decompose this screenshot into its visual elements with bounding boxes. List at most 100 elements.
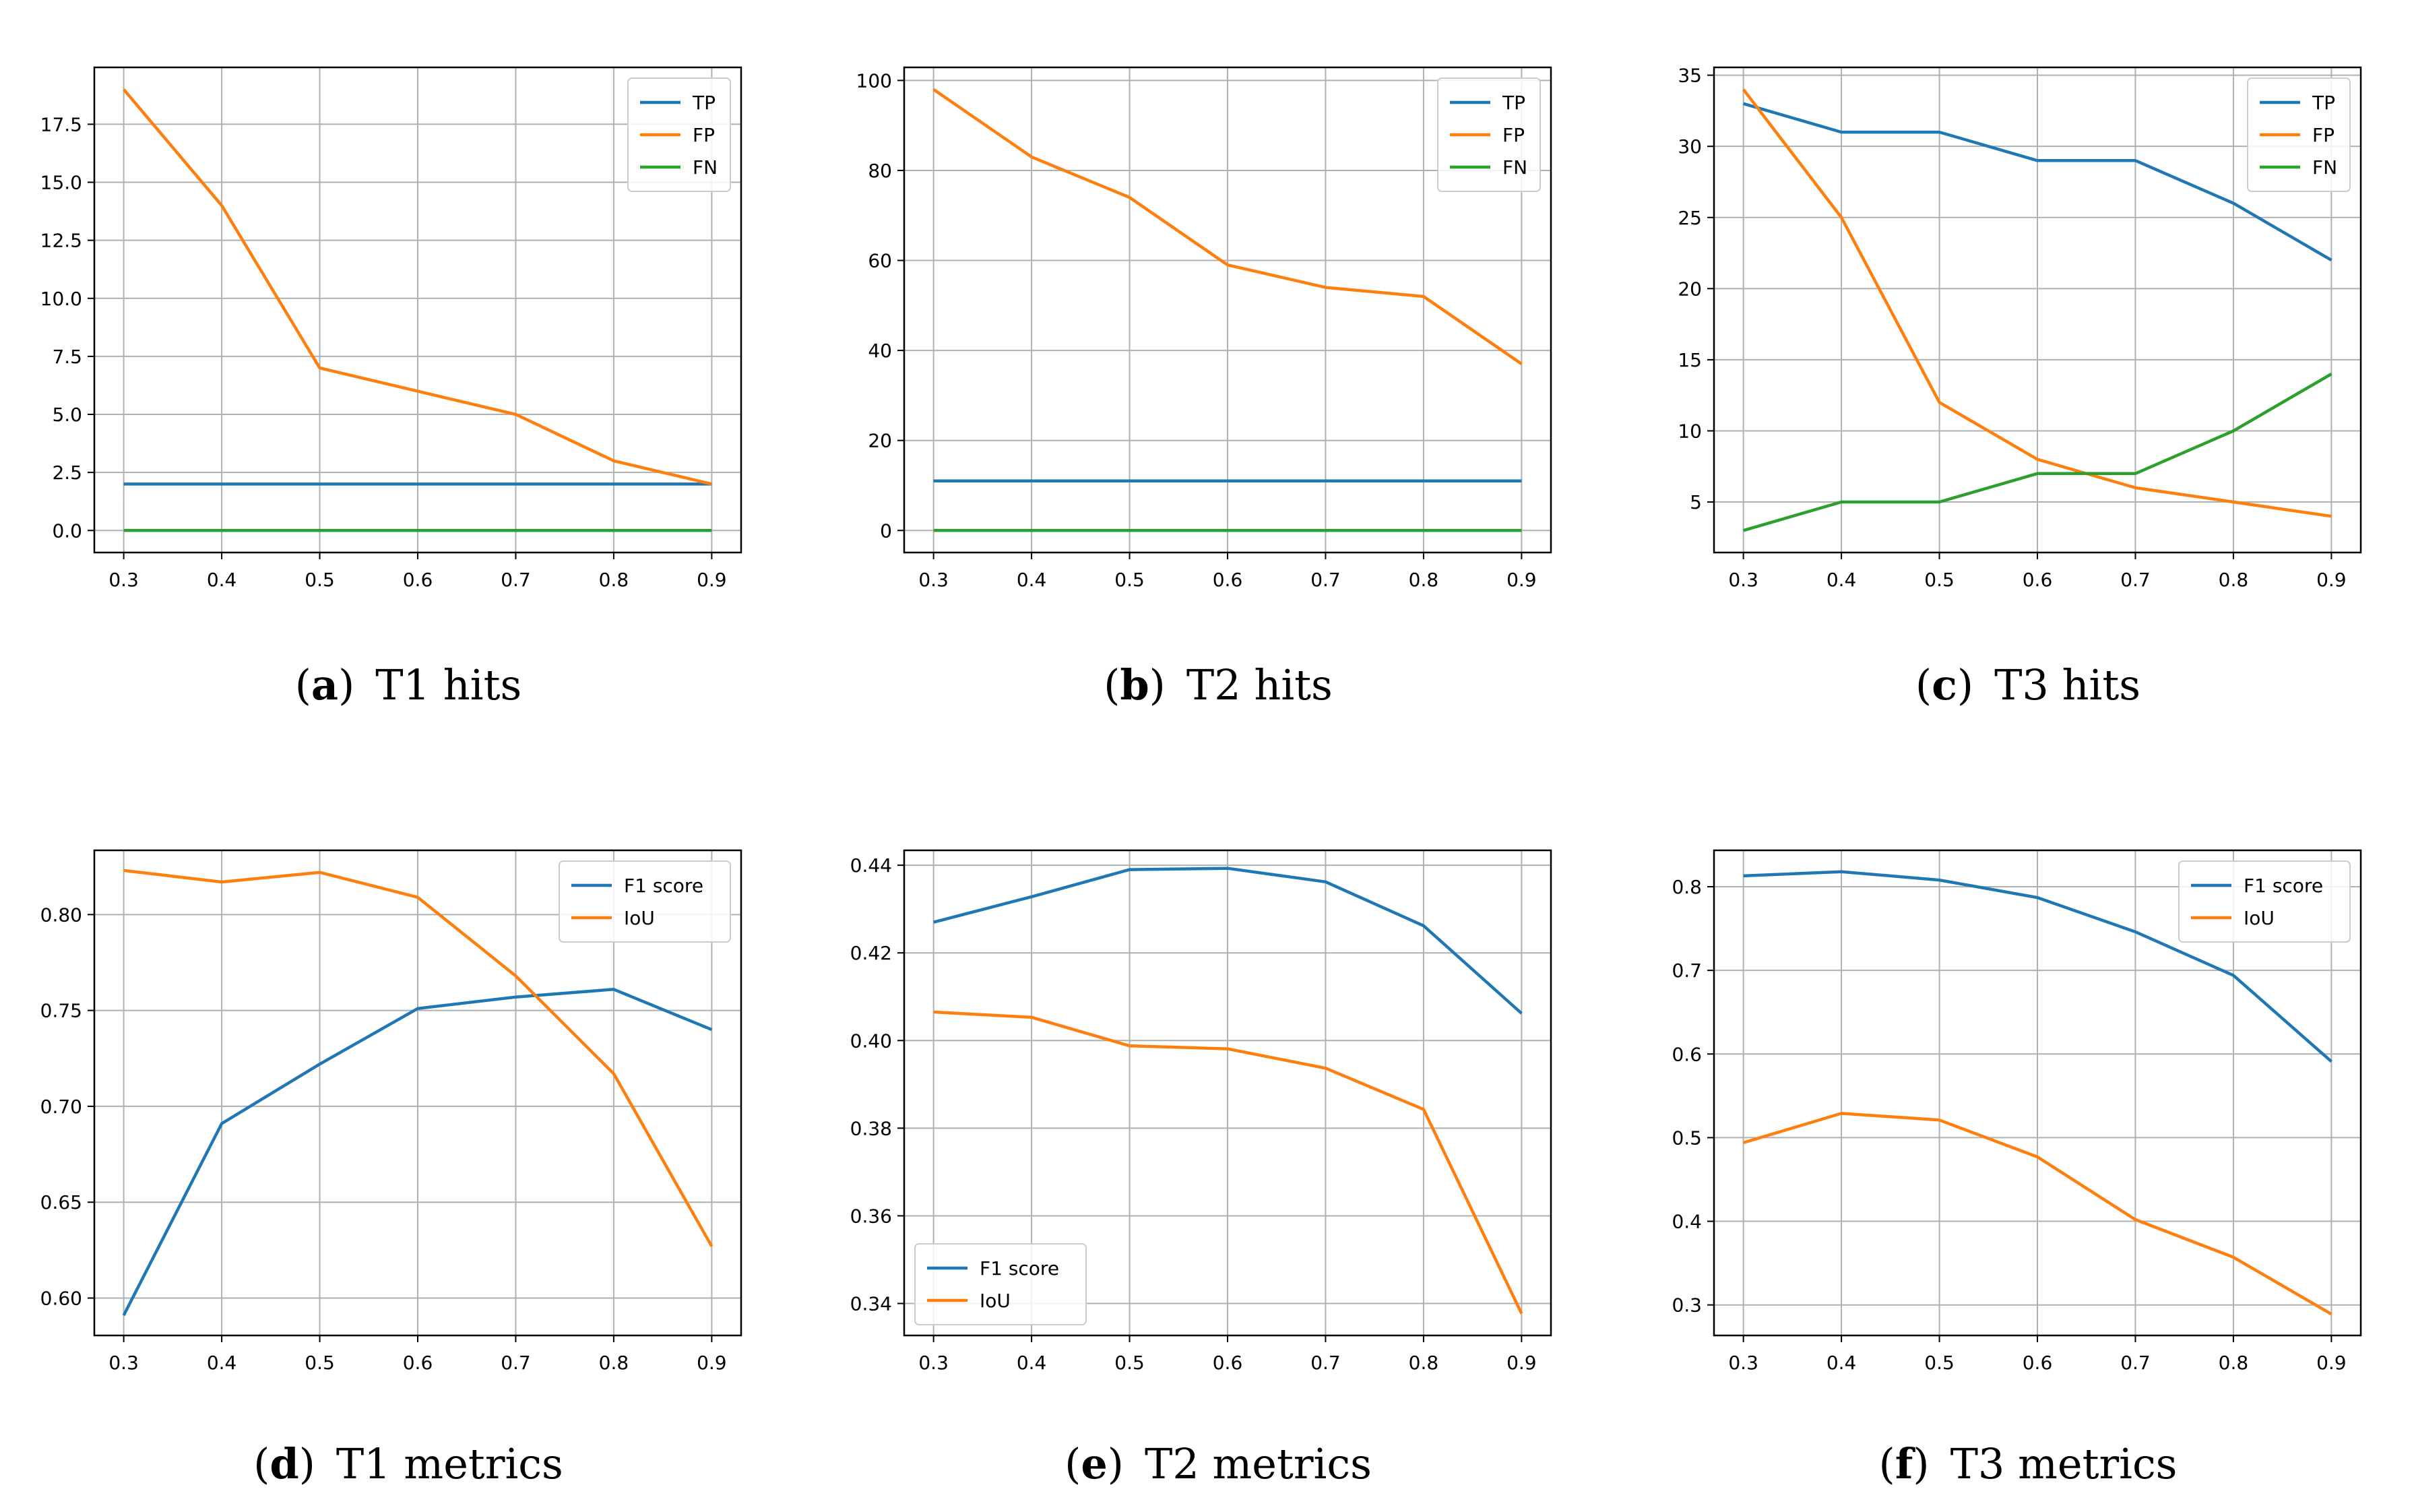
series-line-iou xyxy=(1742,1112,2332,1316)
caption-text: T3 metrics xyxy=(1950,1439,2178,1488)
y-tick-label: 0.38 xyxy=(850,1117,892,1139)
series-line-iou xyxy=(933,1010,1523,1315)
x-tick-label: 0.3 xyxy=(1728,1352,1758,1374)
x-tick-label: 0.5 xyxy=(305,1352,335,1374)
y-tick-label: 40 xyxy=(868,340,892,362)
x-tick-label: 0.4 xyxy=(1827,1352,1857,1374)
legend-label: FN xyxy=(2312,156,2337,179)
y-tick-label: 0.0 xyxy=(52,519,82,542)
y-tick-label: 0.75 xyxy=(40,1000,82,1022)
legend: F1 score IoU xyxy=(914,1243,1087,1325)
caption-text: T1 metrics xyxy=(336,1439,563,1488)
x-tick-label: 0.8 xyxy=(599,569,629,591)
x-tick-label: 0.5 xyxy=(1114,1352,1145,1374)
legend-label: TP xyxy=(692,92,716,114)
y-tick-label: 0.80 xyxy=(40,904,82,926)
y-tick-label: 10.0 xyxy=(40,288,82,310)
series-line-fp xyxy=(932,88,1523,365)
y-tick-label: 0.8 xyxy=(1672,876,1702,898)
legend-label: FN xyxy=(1502,156,1527,179)
x-tick-label: 0.3 xyxy=(108,569,139,591)
caption-a: (a) T1 hits xyxy=(294,660,522,710)
x-tick-label: 0.4 xyxy=(207,569,237,591)
legend-label: TP xyxy=(1502,92,1525,114)
chart-panel-c: 0.3 0.4 0.5 0.6 0.7 0.8 0.9 5 10 15 20 25 30 35 TP FP FN xyxy=(1678,65,2362,591)
caption-text: T2 hits xyxy=(1186,660,1333,710)
x-tick-label: 0.9 xyxy=(697,569,727,591)
x-tick-label: 0.3 xyxy=(918,569,949,591)
y-tick-label: 0.60 xyxy=(40,1288,82,1310)
legend: TP FP FN xyxy=(627,77,731,192)
series-line-f1-score xyxy=(1743,870,2332,1063)
y-tick-label: 0.36 xyxy=(850,1205,892,1227)
x-tick-label: 0.8 xyxy=(599,1352,629,1374)
x-tick-label: 0.4 xyxy=(1017,1352,1047,1374)
y-tick-label: 0.3 xyxy=(1672,1294,1702,1317)
chart-panel-b: 0.3 0.4 0.5 0.6 0.7 0.8 0.9 0 20 40 60 80 100 TP FP FN xyxy=(856,66,1552,591)
y-tick-label: 0.70 xyxy=(40,1096,82,1118)
x-tick-label: 0.5 xyxy=(1924,1352,1955,1374)
x-tick-label: 0.3 xyxy=(1728,569,1758,591)
y-tick-label: 17.5 xyxy=(40,113,82,135)
series-line-iou xyxy=(123,869,713,1247)
legend-label: IoU xyxy=(2244,907,2275,929)
x-tick-label: 0.3 xyxy=(918,1352,949,1374)
series-line-f1-score xyxy=(122,988,713,1317)
x-tick-label: 0.7 xyxy=(2120,569,2151,591)
x-tick-label: 0.7 xyxy=(501,1352,531,1374)
legend-label: TP xyxy=(2312,92,2335,114)
x-tick-label: 0.8 xyxy=(2219,1352,2249,1374)
series-line-fp xyxy=(1742,88,2332,518)
legend-label: FP xyxy=(693,124,715,146)
caption-letter: b xyxy=(1120,660,1149,710)
legend-label: IoU xyxy=(980,1290,1011,1312)
x-tick-label: 0.7 xyxy=(2120,1352,2151,1374)
x-tick-label: 0.5 xyxy=(1924,569,1955,591)
y-tick-label: 0.40 xyxy=(850,1030,892,1052)
caption-letter: e xyxy=(1081,1439,1108,1488)
caption-text: T3 hits xyxy=(1994,660,2141,710)
caption-letter: c xyxy=(1932,660,1957,710)
x-tick-label: 0.8 xyxy=(1409,569,1439,591)
y-tick-label: 0.65 xyxy=(40,1191,82,1214)
caption-letter: f xyxy=(1895,1439,1913,1488)
caption-d: (d) T1 metrics xyxy=(253,1439,563,1488)
y-tick-label: 0 xyxy=(880,519,892,542)
x-tick-label: 0.7 xyxy=(1310,569,1341,591)
y-tick-label: 0.7 xyxy=(1672,959,1702,982)
x-tick-label: 0.6 xyxy=(403,1352,433,1374)
chart-panel-f: 0.3 0.4 0.5 0.6 0.7 0.8 0.9 0.3 0.4 0.5 0.6 0.7 0.8 F… xyxy=(1672,849,2362,1374)
x-tick-label: 0.4 xyxy=(1017,569,1047,591)
series-line-tp xyxy=(1742,102,2332,262)
x-tick-label: 0.9 xyxy=(1506,1352,1537,1374)
legend-box xyxy=(914,1243,1087,1325)
caption-e: (e) T2 metrics xyxy=(1065,1439,1372,1488)
legend-box xyxy=(2178,860,2351,943)
caption-b: (b) T2 hits xyxy=(1104,660,1333,710)
caption-letter: d xyxy=(269,1439,299,1488)
y-tick-label: 20 xyxy=(868,430,892,452)
x-tick-label: 0.6 xyxy=(1213,569,1243,591)
legend-label: FP xyxy=(2312,124,2335,146)
series-line-fn xyxy=(1742,373,2332,532)
x-tick-label: 0.5 xyxy=(1114,569,1145,591)
legend-label: F1 score xyxy=(624,875,703,897)
x-tick-label: 0.9 xyxy=(2316,1352,2347,1374)
y-tick-label: 12.5 xyxy=(40,230,82,252)
x-tick-label: 0.7 xyxy=(501,569,531,591)
y-tick-label: 35 xyxy=(1678,65,1702,87)
y-tick-label: 30 xyxy=(1678,135,1702,158)
legend-label: F1 score xyxy=(2244,875,2323,897)
y-tick-label: 5 xyxy=(1690,491,1702,513)
x-tick-label: 0.8 xyxy=(1409,1352,1439,1374)
series-line-fp xyxy=(122,88,712,486)
legend-box xyxy=(559,860,731,943)
legend: F1 score IoU xyxy=(2178,860,2351,943)
caption-letter: a xyxy=(311,660,339,710)
y-tick-label: 10 xyxy=(1678,420,1702,442)
y-tick-label: 0.34 xyxy=(850,1293,892,1315)
x-tick-label: 0.7 xyxy=(1310,1352,1341,1374)
x-tick-label: 0.3 xyxy=(108,1352,139,1374)
x-tick-label: 0.5 xyxy=(305,569,335,591)
